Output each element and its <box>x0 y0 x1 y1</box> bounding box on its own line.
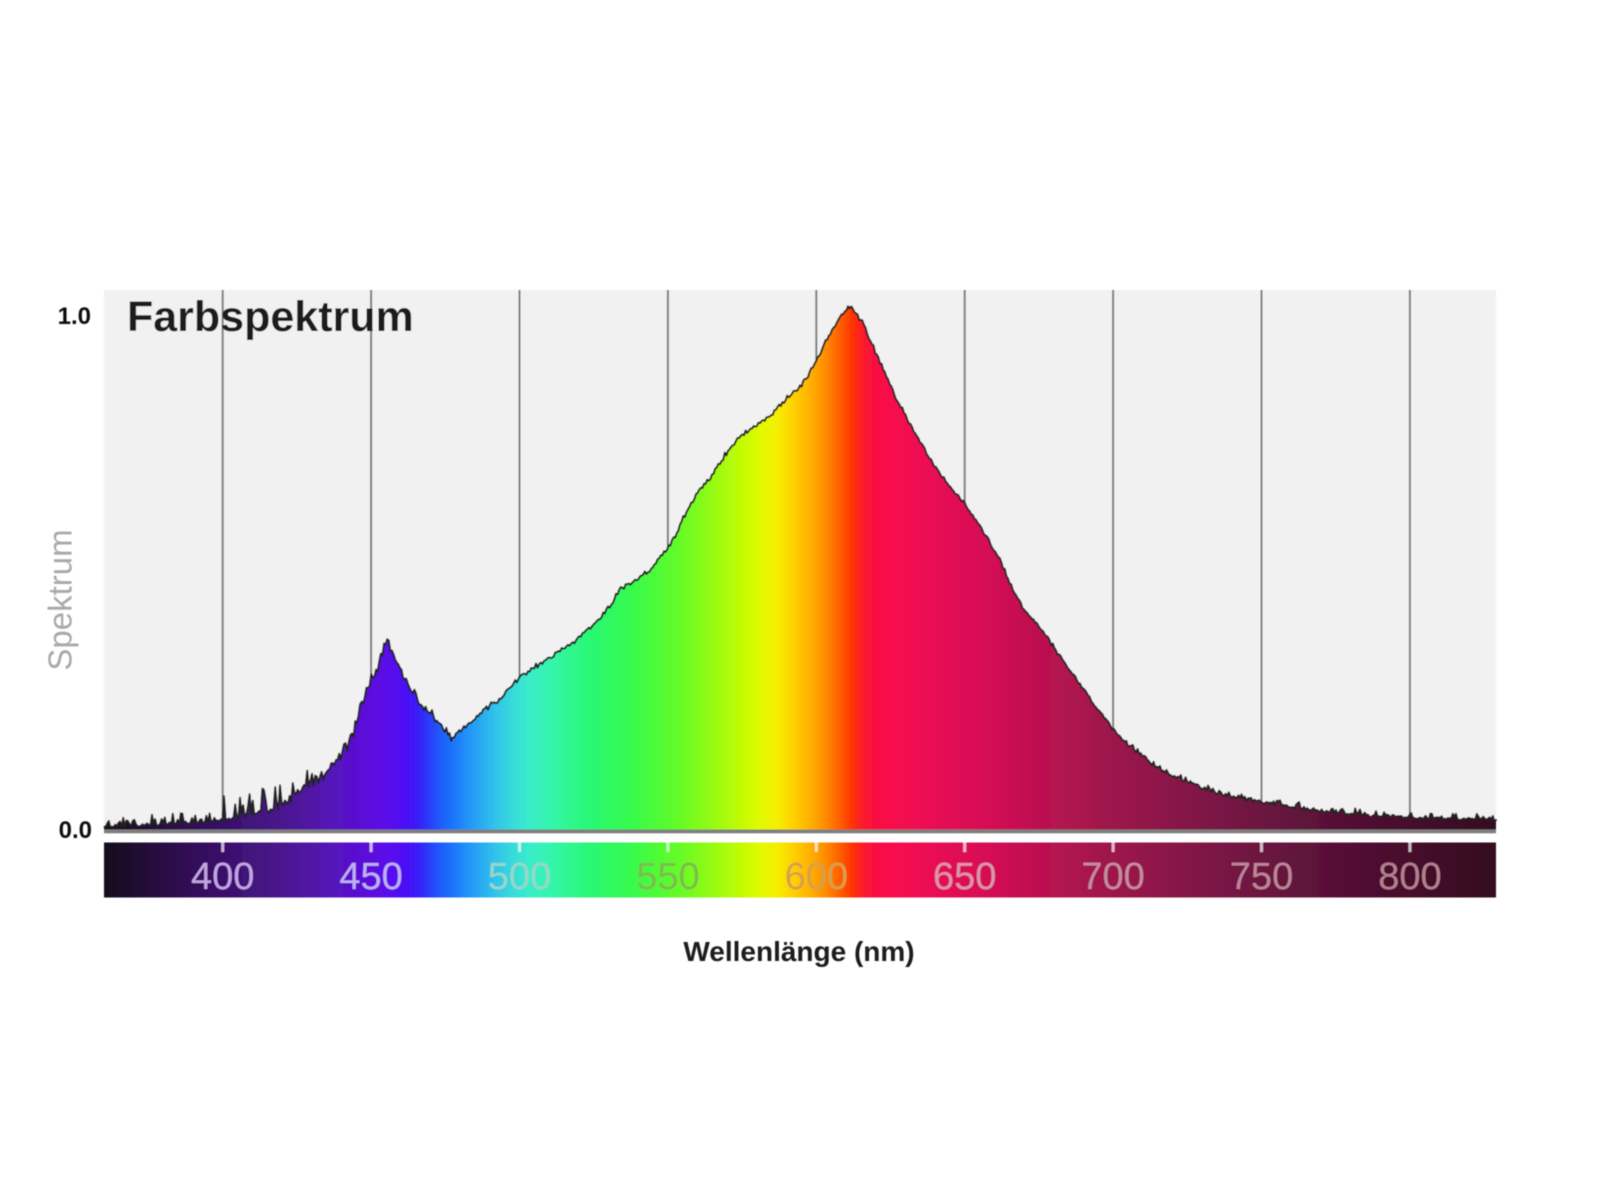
svg-text:Farbspektrum: Farbspektrum <box>127 293 414 341</box>
svg-text:400: 400 <box>191 856 254 898</box>
svg-text:550: 550 <box>636 856 699 898</box>
svg-text:500: 500 <box>488 856 551 898</box>
svg-text:650: 650 <box>933 856 996 898</box>
svg-text:750: 750 <box>1230 856 1293 898</box>
svg-text:Spektrum: Spektrum <box>42 529 79 670</box>
svg-text:700: 700 <box>1081 856 1144 898</box>
svg-text:800: 800 <box>1378 856 1441 898</box>
svg-text:450: 450 <box>339 856 402 898</box>
svg-text:0.0: 0.0 <box>59 817 92 844</box>
svg-text:600: 600 <box>785 856 848 898</box>
svg-text:Wellenlänge (nm): Wellenlänge (nm) <box>683 936 914 967</box>
svg-text:1.0: 1.0 <box>58 303 91 330</box>
